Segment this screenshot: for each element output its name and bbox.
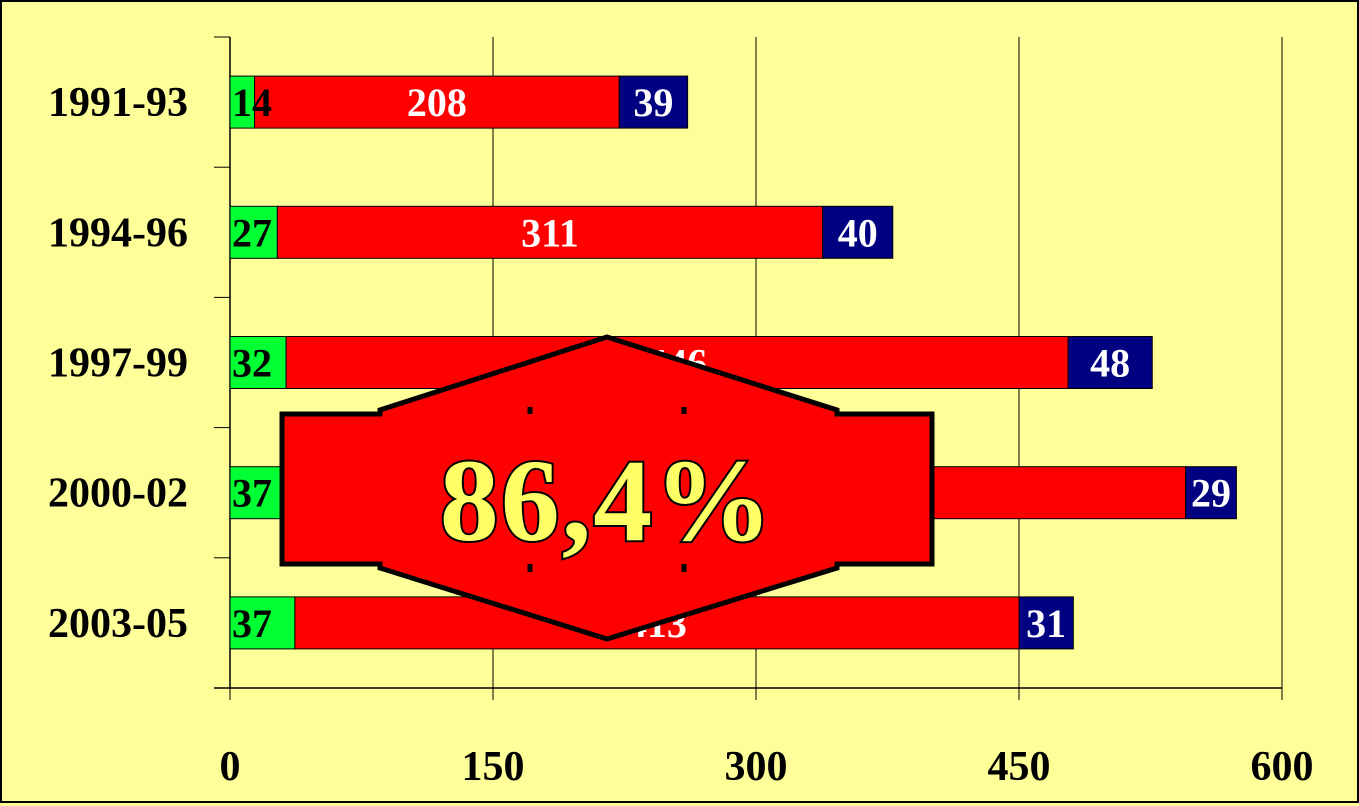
x-tick-label: 150 — [462, 744, 525, 790]
data-label: 208 — [407, 80, 467, 125]
bar-segment — [229, 596, 296, 650]
bar-segment — [229, 75, 256, 129]
bar-segment — [822, 205, 894, 259]
data-label: 29 — [1191, 471, 1231, 516]
category-label: 2003-05 — [48, 601, 188, 647]
x-tick-label: 450 — [988, 744, 1051, 790]
data-label: 37 — [232, 601, 272, 646]
data-label: 37 — [232, 471, 272, 516]
x-tick-label: 300 — [725, 744, 788, 790]
x-tick-label: 0 — [220, 744, 241, 790]
bar-segment — [1185, 466, 1237, 520]
category-label: 1991-93 — [48, 80, 188, 126]
x-tick-label: 600 — [1251, 744, 1314, 790]
bar-segment — [229, 205, 278, 259]
percent-annotation: 86,4% — [279, 334, 935, 642]
data-label: 32 — [232, 341, 272, 386]
bar-segment — [618, 75, 689, 129]
annotation-text: 86,4% — [440, 435, 775, 566]
double-arrow-shape — [279, 334, 935, 642]
data-label: 48 — [1090, 341, 1130, 386]
category-label: 1997-99 — [48, 341, 188, 387]
category-label: 1994-96 — [48, 210, 188, 256]
data-label: 311 — [521, 210, 579, 255]
bar-segment — [276, 205, 824, 259]
data-label: 27 — [232, 210, 272, 255]
axes: 0 150 300 450 600 — [214, 36, 1314, 790]
bar-segment — [1018, 596, 1074, 650]
data-label: 40 — [838, 210, 878, 255]
category-label: 2000-02 — [48, 471, 188, 517]
data-label: 39 — [633, 80, 673, 125]
data-label: 14 — [232, 80, 272, 125]
bar-segment — [1067, 336, 1153, 389]
bar-segment — [254, 75, 620, 129]
data-label: 31 — [1026, 601, 1066, 646]
